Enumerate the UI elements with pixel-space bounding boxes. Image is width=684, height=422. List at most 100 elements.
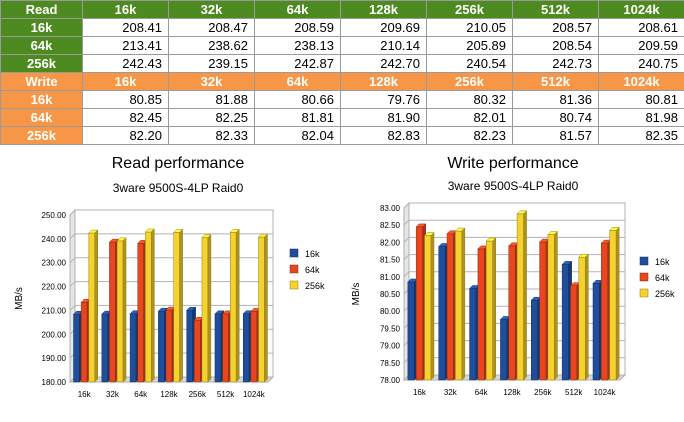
table-cell: 80.81 [599,91,684,109]
legend-label: 16k [655,257,670,267]
table-cell: 79.76 [341,91,427,109]
column-header: 64k [255,1,341,19]
row-label: 64k [1,37,83,55]
y-tick-label: 82.00 [380,238,401,247]
bar-front [243,314,249,382]
table-cell: 208.54 [513,37,599,55]
y-tick-label: 81.50 [380,256,401,265]
bar-front [548,234,554,380]
bar-side [524,211,527,380]
bar [500,316,509,380]
table-cell: 242.43 [83,55,169,73]
table-cell: 242.87 [255,55,341,73]
table-cell: 208.61 [599,19,684,37]
table-cell: 240.54 [427,55,513,73]
bar-front [447,234,453,380]
y-tick-label: 79.50 [380,324,401,333]
bar-front [470,288,476,380]
legend-swatch [290,249,298,257]
bar-front [102,314,108,382]
column-header: 1024k [599,73,684,91]
bar-front [455,231,461,380]
bar-front [215,314,221,382]
table-cell: 210.05 [427,19,513,37]
column-header: 256k [427,73,513,91]
bar [439,244,448,380]
bar-front [202,238,208,382]
bar [562,261,571,380]
bar [425,233,434,380]
legend-swatch [640,289,648,297]
column-header: 512k [513,73,599,91]
table-cell: 82.01 [427,109,513,127]
row-label: 16k [1,19,83,37]
bar-front [500,319,506,380]
bar-front [601,243,607,380]
table-cell: 81.57 [513,127,599,145]
bar-front [593,283,599,380]
table-cell: 82.45 [83,109,169,127]
bar [570,283,579,380]
bar-front [408,282,414,380]
table-cell: 82.04 [255,127,341,145]
table-cell: 209.59 [599,37,684,55]
x-tick-label: 16k [413,388,427,397]
table-cell: 82.35 [599,127,684,145]
y-tick-label: 79.00 [380,342,401,351]
y-tick-label: 230.00 [42,259,67,268]
table-cell: 208.59 [255,19,341,37]
table-cell: 80.85 [83,91,169,109]
bar-side [493,238,496,380]
row-label: 16k [1,91,83,109]
bar [601,240,610,380]
column-header: 16k [83,73,169,91]
bar-front [158,311,164,382]
bar-side [151,229,154,382]
bar-front [251,311,257,382]
table-cell: 82.25 [169,109,255,127]
legend-swatch [640,257,648,265]
table-cell: 82.23 [427,127,513,145]
bar-side [95,230,98,382]
bar [174,229,183,382]
bar [548,231,557,380]
bar-side [208,235,211,382]
table-cell: 208.41 [83,19,169,37]
bar-front [174,232,180,382]
x-tick-label: 512k [565,388,583,397]
legend-label: 64k [655,273,670,283]
row-label: 256k [1,127,83,145]
column-header: 512k [513,1,599,19]
x-tick-label: 64k [475,388,489,397]
bar [455,228,464,380]
bar-side [585,254,588,380]
bar-side [554,231,557,380]
y-tick-label: 80.00 [380,307,401,316]
bar-front [223,314,229,382]
bar-front [478,249,484,380]
bar-front [570,286,576,380]
x-tick-label: 16k [78,390,92,399]
bar-front [486,241,492,380]
bar [447,231,456,380]
bar [593,280,602,380]
row-label: 64k [1,109,83,127]
y-axis-label: MB/s [14,287,25,310]
table-cell: 242.73 [513,55,599,73]
x-tick-label: 128k [503,388,521,397]
bar-front [416,227,422,380]
bar-front [130,314,136,382]
column-header: 32k [169,1,255,19]
column-header: 128k [341,1,427,19]
bar [470,285,479,380]
bar [478,246,487,380]
bar [202,235,211,382]
